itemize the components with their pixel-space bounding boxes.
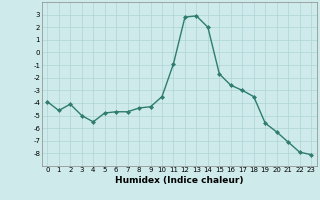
X-axis label: Humidex (Indice chaleur): Humidex (Indice chaleur) xyxy=(115,176,244,185)
